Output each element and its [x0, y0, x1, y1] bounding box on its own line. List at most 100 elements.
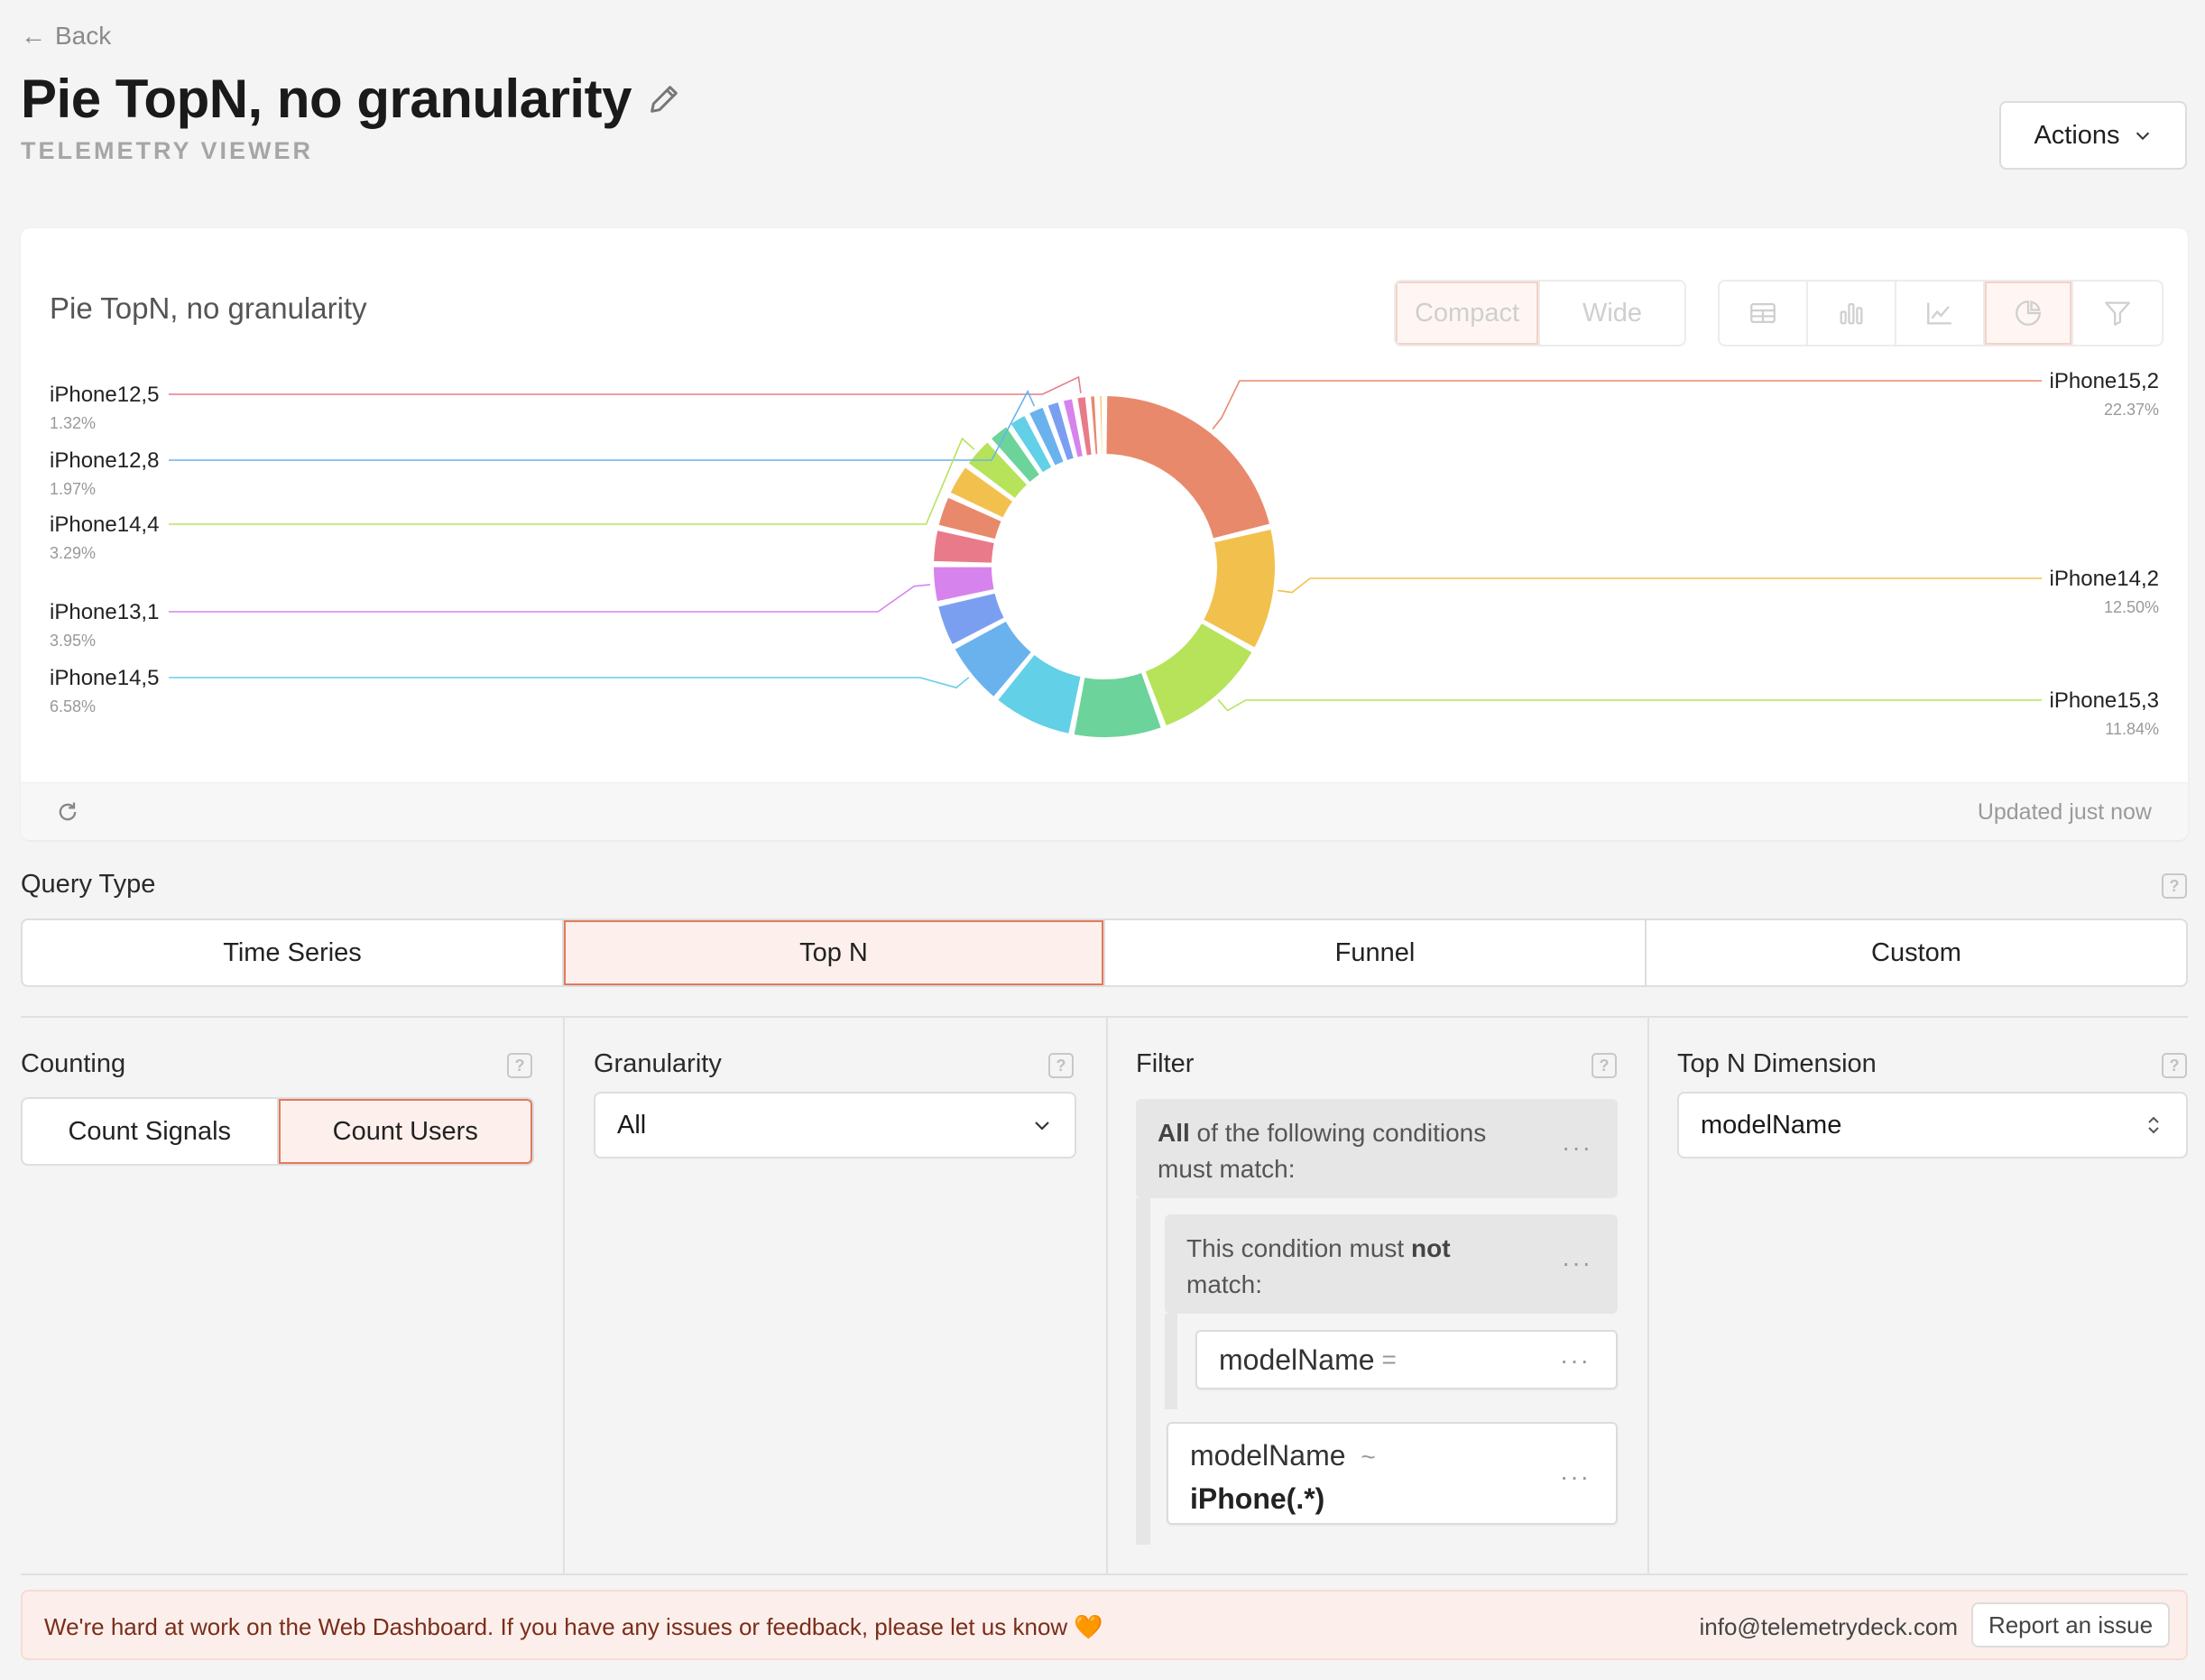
pie-slice[interactable] [931, 565, 996, 604]
query-type-top-n[interactable]: Top N [564, 920, 1105, 985]
pie-slice[interactable] [966, 440, 1029, 501]
count-signals-button[interactable]: Count Signals [23, 1099, 279, 1164]
pencil-icon[interactable] [646, 81, 682, 117]
pie-slice[interactable] [948, 466, 1015, 520]
pie-slice[interactable] [1201, 527, 1277, 650]
condition-row: modelName ~ [1190, 1435, 1594, 1478]
back-link[interactable]: ← Back [21, 22, 111, 51]
pie-label: iPhone13,1 [50, 600, 159, 624]
filter-group-text: All of the following conditions must mat… [1158, 1115, 1518, 1187]
more-icon[interactable]: ··· [1560, 1346, 1591, 1374]
filter-sub-text-1: This condition must [1186, 1234, 1411, 1262]
pie-slice[interactable] [995, 652, 1083, 735]
line-chart-icon [1927, 302, 1951, 325]
pie-slice[interactable] [936, 495, 1003, 541]
pie-label: iPhone14,4 [50, 512, 159, 537]
pie-label: 1.32% [50, 414, 96, 432]
pie-slice[interactable] [1061, 397, 1085, 459]
back-label: Back [55, 22, 112, 50]
pie-label: iPhone14,2 [2050, 567, 2159, 591]
feedback-banner: We're hard at work on the Web Dashboard.… [21, 1590, 2188, 1660]
query-type-time-series[interactable]: Time Series [23, 920, 564, 985]
view-bar-button[interactable] [1808, 282, 1896, 345]
table-icon [1750, 302, 1776, 324]
filter-group-rail [1136, 1198, 1150, 1545]
granularity-label: Granularity [594, 1049, 722, 1078]
help-icon[interactable]: ? [507, 1053, 532, 1078]
column-divider [1647, 1018, 1649, 1575]
pie-slice[interactable] [1027, 405, 1066, 467]
filter-group-not[interactable]: This condition must not match: ··· [1165, 1214, 1618, 1314]
pie-label: 3.95% [50, 632, 96, 650]
pie-label-leader [169, 389, 1036, 461]
count-users-button[interactable]: Count Users [278, 1099, 532, 1164]
filter-group-prefix: All [1158, 1119, 1190, 1147]
counting-label: Counting [21, 1049, 126, 1078]
chevron-up-down-icon [2148, 1116, 2159, 1134]
view-table-button[interactable] [1720, 282, 1808, 345]
condition-value-row: iPhone(.*) [1190, 1478, 1594, 1519]
pie-label-leader [169, 677, 970, 689]
condition-field: modelName [1190, 1439, 1346, 1472]
pie-label: iPhone12,5 [50, 383, 159, 407]
view-funnel-button[interactable] [2073, 282, 2162, 345]
bar-chart-icon [1840, 302, 1863, 325]
pie-slice[interactable] [1072, 670, 1163, 739]
more-icon[interactable]: ··· [1562, 1133, 1592, 1161]
more-icon[interactable]: ··· [1562, 1249, 1592, 1277]
more-icon[interactable]: ··· [1560, 1463, 1591, 1491]
pie-slice[interactable] [932, 528, 996, 565]
refresh-icon[interactable] [55, 799, 80, 825]
help-icon[interactable]: ? [2162, 873, 2187, 899]
pie-slice[interactable] [1075, 395, 1093, 457]
column-divider [1106, 1018, 1108, 1575]
help-icon[interactable]: ? [1048, 1053, 1074, 1078]
counting-selector: Count Signals Count Users [21, 1097, 534, 1166]
pie-slice[interactable] [1104, 394, 1272, 540]
query-type-funnel[interactable]: Funnel [1105, 920, 1647, 985]
pie-label-leader [169, 437, 975, 525]
filter-label: Filter [1136, 1049, 1195, 1078]
actions-button[interactable]: Actions [1999, 101, 2187, 170]
filter-condition-regex[interactable]: modelName ~ iPhone(.*) ··· [1167, 1422, 1618, 1525]
chart-card: Pie TopN, no granularity Compact Wide iP… [21, 228, 2188, 840]
actions-label: Actions [2034, 120, 2120, 150]
pie-label: iPhone12,8 [50, 448, 159, 473]
pie-label-leader [1212, 380, 2042, 430]
pie-label: 11.84% [2105, 720, 2159, 738]
pie-slice[interactable] [1089, 394, 1100, 457]
pie-slice[interactable] [1046, 400, 1075, 463]
page-subtitle: TELEMETRY VIEWER [21, 137, 314, 164]
contact-email-link[interactable]: info@telemetrydeck.com [1699, 1613, 1959, 1640]
granularity-select[interactable]: All [594, 1092, 1076, 1158]
size-compact-button[interactable]: Compact [1396, 282, 1540, 345]
help-icon[interactable]: ? [2162, 1053, 2187, 1078]
pie-chart: iPhone12,5 1.32% iPhone12,8 1.97% iPhone14,4… [50, 369, 2159, 739]
pie-slice[interactable] [953, 619, 1034, 699]
pie-slice[interactable] [1009, 413, 1054, 475]
pie-slice[interactable] [936, 591, 1006, 647]
chart-view-toggle [1718, 280, 2163, 346]
view-pie-button[interactable] [1985, 282, 2073, 345]
pie-slice[interactable] [1098, 394, 1104, 457]
pie-label: 22.37% [2104, 401, 2159, 419]
view-line-button[interactable] [1896, 282, 1985, 345]
granularity-value: All [617, 1110, 647, 1140]
topn-dimension-select[interactable]: modelName [1677, 1092, 2188, 1158]
query-type-custom[interactable]: Custom [1871, 937, 1961, 967]
condition-operator: ~ [1361, 1443, 1376, 1471]
filter-sub-bold: not [1411, 1234, 1451, 1262]
filter-group-all[interactable]: All of the following conditions must mat… [1136, 1099, 1618, 1198]
pie-label: 12.50% [2104, 598, 2159, 616]
pie-label-leader [169, 584, 931, 613]
size-wide-button[interactable]: Wide [1582, 298, 1643, 328]
column-divider [563, 1018, 565, 1575]
divider [21, 1574, 2188, 1575]
report-issue-button[interactable]: Report an issue [1971, 1602, 2170, 1648]
condition-operator: = [1381, 1345, 1397, 1373]
filter-condition-equals[interactable]: modelName = ··· [1195, 1330, 1618, 1389]
help-icon[interactable]: ? [1591, 1053, 1617, 1078]
chevron-down-icon [2136, 132, 2149, 141]
pie-slice[interactable] [1143, 621, 1254, 728]
updated-timestamp: Updated just now [1977, 799, 2152, 825]
